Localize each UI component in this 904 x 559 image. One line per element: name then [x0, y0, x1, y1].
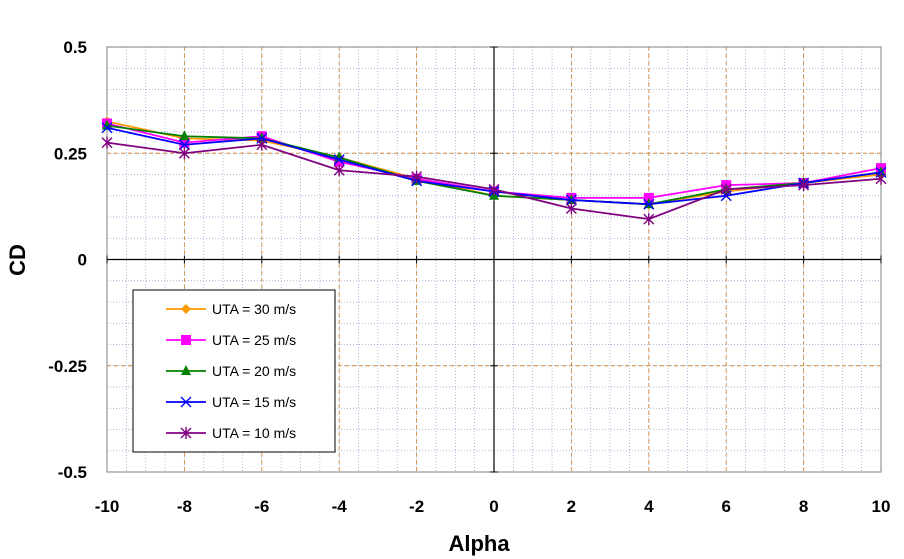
- legend-label: UTA = 30 m/s: [212, 301, 296, 317]
- data-point: [178, 139, 190, 151]
- x-axis-title: Alpha: [448, 531, 510, 556]
- data-point: [411, 170, 423, 183]
- x-tick-labels: -10 -8 -6 -4 -2 0 2 4 6 8 10: [95, 497, 891, 516]
- data-point: [334, 156, 345, 167]
- legend-marker: [181, 365, 191, 375]
- legend-label: UTA = 10 m/s: [212, 425, 296, 441]
- data-point: [566, 194, 577, 204]
- legend-item: UTA = 25 m/s: [166, 332, 296, 348]
- data-point: [798, 179, 810, 192]
- x-tick-label: -4: [332, 497, 348, 516]
- legend-marker: [181, 335, 191, 345]
- x-tick-label: -2: [409, 497, 424, 516]
- x-tick-label: -10: [95, 497, 120, 516]
- data-point: [720, 183, 732, 196]
- data-point: [643, 213, 655, 226]
- data-point: [643, 198, 655, 210]
- data-point: [101, 136, 113, 149]
- x-tick-label: -6: [254, 497, 269, 516]
- legend: UTA = 30 m/s UTA = 25 m/s UTA = 20 m/s UTA …: [132, 289, 336, 453]
- data-point: [643, 192, 654, 203]
- data-point: [643, 198, 654, 209]
- data-point: [256, 138, 268, 151]
- data-point: [102, 119, 112, 130]
- y-tick-label: 0.25: [54, 144, 87, 163]
- y-tick-label: -0.25: [48, 357, 87, 376]
- legend-label: UTA = 25 m/s: [212, 332, 296, 348]
- data-point: [179, 130, 190, 141]
- y-tick-labels: 0.5 0.25 0 -0.25 -0.5: [48, 38, 87, 482]
- data-point: [488, 183, 500, 196]
- legend-marker: [180, 427, 192, 439]
- y-axis-title: CD: [5, 244, 30, 276]
- data-point: [876, 166, 886, 177]
- x-tick-label: 8: [799, 497, 808, 516]
- data-point: [101, 122, 113, 134]
- legend-label: UTA = 20 m/s: [212, 363, 296, 379]
- x-tick-label: 0: [489, 497, 498, 516]
- legend-marker: [180, 396, 192, 408]
- data-point: [179, 137, 190, 148]
- x-tick-label: 6: [721, 497, 730, 516]
- legend-item: UTA = 15 m/s: [166, 394, 296, 410]
- legend-item: UTA = 10 m/s: [166, 425, 296, 441]
- data-point: [178, 147, 190, 160]
- y-tick-label: -0.5: [58, 463, 87, 482]
- y-tick-label: 0: [78, 251, 87, 270]
- x-tick-label: -8: [177, 497, 192, 516]
- data-point: [565, 202, 577, 215]
- data-point: [875, 172, 887, 185]
- x-tick-label: 4: [644, 497, 654, 516]
- x-tick-label: 10: [872, 497, 891, 516]
- legend-marker: [181, 304, 191, 314]
- series-5: [101, 136, 887, 226]
- legend-item: UTA = 20 m/s: [166, 363, 296, 379]
- data-point: [333, 154, 345, 166]
- legend-item: UTA = 30 m/s: [166, 301, 296, 317]
- y-tick-label: 0.5: [63, 38, 87, 57]
- legend-items: UTA = 30 m/s UTA = 25 m/s UTA = 20 m/s UTA …: [166, 301, 296, 441]
- y-tick-marks: [490, 46, 498, 473]
- series-layer: [101, 116, 887, 226]
- legend-label: UTA = 15 m/s: [212, 394, 296, 410]
- data-point: [333, 164, 345, 177]
- x-tick-label: 2: [567, 497, 576, 516]
- data-point: [565, 194, 577, 206]
